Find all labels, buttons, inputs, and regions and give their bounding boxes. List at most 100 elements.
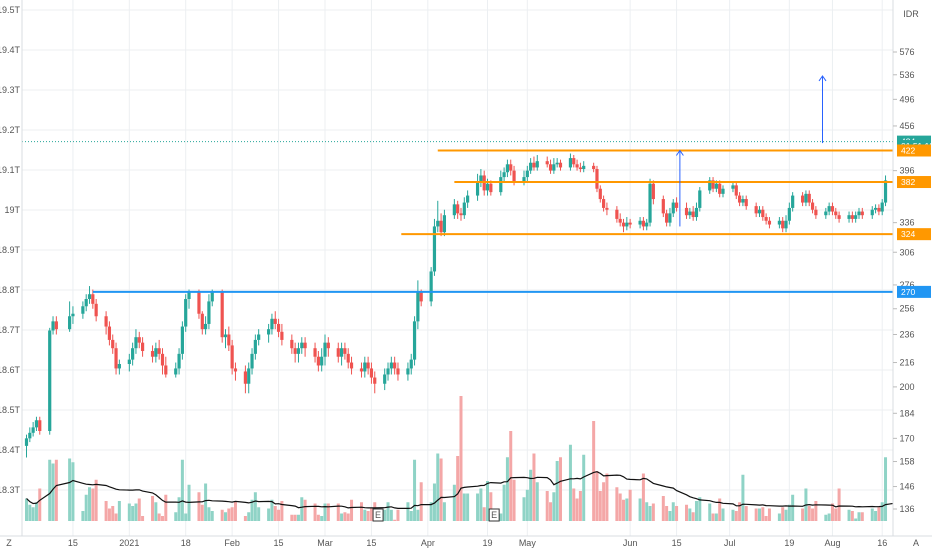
candle-up[interactable] [698, 190, 702, 208]
candle-up[interactable] [323, 342, 327, 357]
candle-down[interactable] [373, 377, 377, 384]
candle-down[interactable] [197, 291, 201, 314]
candle-up[interactable] [466, 195, 470, 203]
time-axis[interactable]: 15 2021 18 Feb 15 Mar 15 Apr 19 May Jun 15 Jul 19 Aug 1… [68, 538, 887, 548]
candle-down[interactable] [150, 351, 155, 357]
candle-down[interactable] [512, 170, 516, 183]
candle-up[interactable] [873, 207, 878, 210]
candle-down[interactable] [877, 207, 881, 212]
candle-up[interactable] [708, 180, 712, 191]
candle-down[interactable] [572, 158, 576, 165]
candle-down[interactable] [605, 207, 609, 210]
candle-down[interactable] [366, 362, 370, 369]
candle-down[interactable] [227, 334, 231, 346]
auto-scale-button[interactable]: A [913, 538, 919, 548]
candle-up[interactable] [429, 271, 433, 302]
candle-up[interactable] [479, 175, 483, 183]
candle-down[interactable] [674, 202, 679, 208]
candle-up[interactable] [502, 172, 506, 178]
candle-up[interactable] [51, 321, 55, 331]
candle-down[interactable] [326, 342, 330, 349]
candle-up[interactable] [339, 348, 344, 357]
candle-down[interactable] [810, 202, 815, 210]
right-price-axis[interactable]: 576 536 496 456 396 336 306 276 256 236 216 200 184 1… [893, 47, 915, 514]
candle-up[interactable] [824, 211, 828, 216]
candle-down[interactable] [164, 365, 168, 375]
candle-down[interactable] [598, 188, 602, 200]
candle-up[interactable] [117, 364, 121, 369]
candle-up[interactable] [31, 427, 35, 433]
candle-up[interactable] [127, 359, 131, 365]
candles[interactable] [24, 130, 924, 458]
candle-down[interactable] [691, 211, 695, 218]
candle-up[interactable] [847, 215, 851, 219]
candle-up[interactable] [505, 164, 510, 173]
candle-up[interactable] [535, 161, 539, 168]
candle-up[interactable] [389, 362, 393, 369]
candle-up[interactable] [475, 182, 480, 196]
candle-down[interactable] [316, 356, 320, 366]
candle-up[interactable] [854, 215, 858, 219]
candle-up[interactable] [757, 209, 762, 214]
candle-down[interactable] [456, 204, 460, 214]
earnings-marker[interactable] [372, 508, 384, 522]
candle-up[interactable] [247, 368, 251, 384]
candle-up[interactable] [529, 162, 533, 171]
candle-up[interactable] [827, 206, 831, 212]
candle-down[interactable] [293, 348, 297, 354]
candle-up[interactable] [452, 204, 456, 216]
candle-up[interactable] [24, 438, 29, 446]
candle-down[interactable] [592, 165, 596, 170]
candle-down[interactable] [744, 199, 748, 207]
candle-up[interactable] [154, 348, 158, 357]
candle-up[interactable] [870, 209, 874, 216]
candle-up[interactable] [436, 220, 440, 227]
candle-up[interactable] [406, 368, 410, 375]
candle-down[interactable] [628, 222, 632, 225]
candle-down[interactable] [396, 368, 400, 375]
candle-up[interactable] [432, 226, 437, 272]
candle-up[interactable] [363, 362, 367, 372]
candle-down[interactable] [140, 342, 145, 352]
candle-up[interactable] [210, 291, 214, 302]
candle-down[interactable] [137, 337, 141, 343]
candle-down[interactable] [711, 180, 715, 189]
candle-up[interactable] [857, 211, 861, 216]
candle-down[interactable] [107, 326, 112, 340]
candle-up[interactable] [409, 359, 413, 369]
candle-down[interactable] [558, 162, 563, 168]
candle-down[interactable] [545, 161, 549, 165]
candle-up[interactable] [625, 222, 629, 227]
candle-down[interactable] [834, 211, 838, 216]
candle-up[interactable] [84, 298, 88, 307]
candle-up[interactable] [462, 202, 466, 216]
arrows[interactable] [675, 75, 827, 227]
candle-up[interactable] [522, 177, 526, 183]
candle-up[interactable] [267, 329, 271, 335]
candle-down[interactable] [439, 220, 443, 233]
candle-down[interactable] [346, 353, 350, 363]
candle-down[interactable] [290, 339, 294, 349]
candle-down[interactable] [641, 220, 646, 227]
candle-up[interactable] [741, 199, 745, 203]
candle-up[interactable] [668, 213, 672, 223]
candle-up[interactable] [174, 368, 178, 375]
candle-down[interactable] [860, 211, 864, 216]
candle-up[interactable] [253, 339, 257, 354]
candle-up[interactable] [883, 180, 888, 203]
candle-down[interactable] [54, 321, 58, 330]
candle-down[interactable] [602, 199, 606, 208]
candle-down[interactable] [233, 368, 238, 372]
candle-down[interactable] [359, 368, 364, 372]
candle-up[interactable] [81, 306, 85, 314]
candle-up[interactable] [180, 326, 184, 354]
candle-down[interactable] [737, 195, 742, 203]
candle-down[interactable] [850, 215, 854, 219]
candle-down[interactable] [230, 345, 234, 369]
candle-down[interactable] [532, 162, 536, 168]
candle-up[interactable] [777, 220, 781, 225]
candle-down[interactable] [104, 316, 108, 327]
candle-down[interactable] [276, 323, 281, 332]
candle-up[interactable] [671, 202, 675, 214]
